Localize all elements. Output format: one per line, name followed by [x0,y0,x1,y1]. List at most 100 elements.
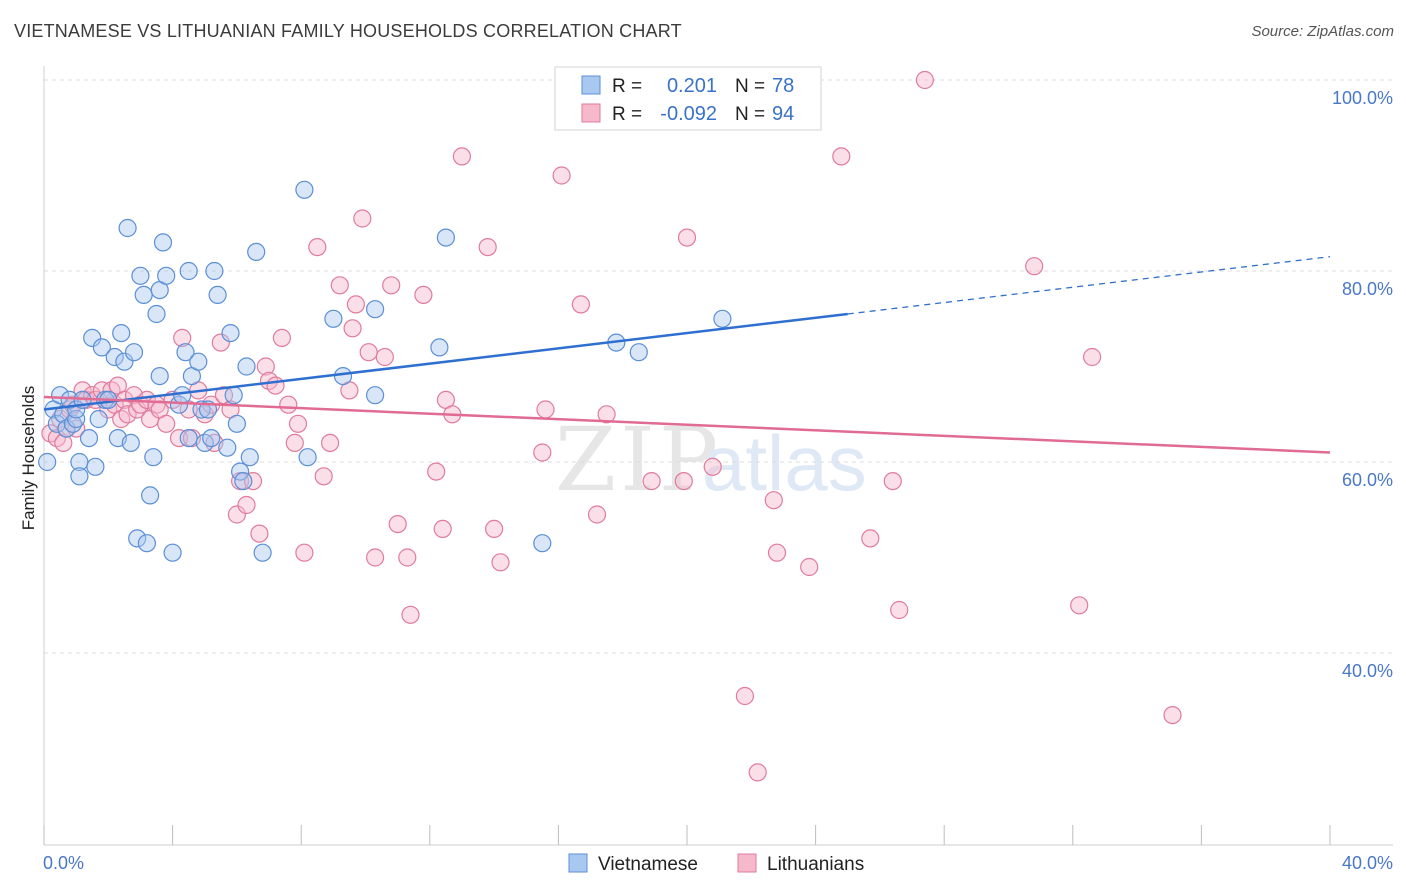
lithuanians-point [674,472,693,491]
vietnamese-point [92,338,112,357]
vietnamese-point [124,343,144,362]
lithuanians-point [703,457,722,476]
vietnamese-point [112,324,131,343]
lithuanians-point [883,472,902,491]
vietnamese-point [141,486,160,505]
vietnamese-point [134,285,153,304]
source-label: Source: ZipAtlas.com [1251,23,1394,40]
vietnamese-point [38,452,57,472]
x-tick-labels: 0.0% 40.0% [43,853,1393,873]
lithuanians-point [597,405,616,424]
legend-swatch-vietnamese [581,75,601,95]
legend-n-label-2: N = [735,104,765,125]
vietnamese-point [137,534,156,553]
vietnamese-point [67,409,86,429]
lithuanians-point [433,519,452,539]
lithuanians-point [343,319,362,338]
vietnamese-point [157,266,176,285]
vietnamese-point [713,309,732,328]
lithuanians-point [800,557,819,577]
vietnamese-point [629,343,648,362]
lithuanians-point [1070,596,1089,615]
vietnamese-point [70,467,89,486]
lithuanians-point [366,548,385,567]
lithuanians-point [915,70,935,90]
lithuanians-point [237,495,256,515]
vietnamese-point [218,438,237,457]
vietnamese-point [298,448,317,467]
legend-swatch-lithuanians [581,103,601,123]
vietnamese-point [234,472,253,491]
vietnamese-point [227,414,246,433]
lithuanians-point [414,285,433,304]
vietnamese-point [208,285,227,304]
vietnamese-point [366,300,385,319]
vietnamese-point [240,448,259,467]
bottom-legend-lithuanians: Lithuanians [767,854,864,875]
vietnamese-point [324,309,343,328]
lithuanians-point [536,400,555,419]
lithuanians-point [308,238,327,257]
vietnamese-point [169,395,189,414]
lithuanians-point [382,276,401,295]
vietnamese-point [118,218,137,238]
lithuanians-point [452,147,471,166]
lithuanians-point [398,548,417,567]
legend-r-value-2: -0.092 [660,103,717,125]
bottom-legend-vietnamese: Vietnamese [598,854,698,875]
vietnamese-points [38,180,732,562]
vietnamese-point [173,386,192,405]
vietnamese-point [224,386,243,405]
lithuanians-point [677,228,697,247]
lithuanians-point [767,543,787,562]
lithuanians-point [211,333,230,352]
lithuanians-point [285,433,304,452]
lithuanians-point [288,414,308,433]
lithuanians-point [748,763,767,782]
y-tick-label: 80.0% [1342,279,1393,299]
legend-r-value-1: 0.201 [667,75,717,97]
vietnamese-point [47,414,67,433]
vietnamese-point [366,386,385,405]
legend-n-value-2: 94 [772,103,794,125]
vietnamese-point [231,462,250,481]
vietnamese-point [430,338,449,357]
lithuanians-point [552,166,571,185]
vietnamese-point [153,233,173,252]
lithuanians-point [861,529,880,548]
vietnamese-point [189,352,208,371]
lithuanians-point [272,328,291,347]
lithuanians-point [157,414,176,433]
lithuanians-point [388,514,407,534]
y-tick-label: 100.0% [1332,88,1393,108]
lithuanians-point [256,357,275,376]
lithuanians-point [227,505,246,524]
vietnamese-point [179,261,198,281]
lithuanians-point [250,524,269,543]
vietnamese-point [147,304,166,324]
vietnamese-point [115,352,134,371]
legend-n-label-1: N = [735,76,765,97]
y-axis-title: Family Households [19,386,38,531]
vietnamese-trend-line [43,312,848,411]
legend-r-label-1: R = [612,76,642,97]
vietnamese-point [86,457,105,476]
vietnamese-point [163,543,182,562]
y-tick-label: 40.0% [1342,661,1393,681]
lithuanians-point [478,238,497,257]
vietnamese-point [150,367,169,386]
lithuanians-point [314,467,333,486]
vietnamese-point [60,390,79,409]
x-tick-label-max: 40.0% [1342,853,1393,873]
legend-n-value-1: 78 [772,75,794,97]
lithuanians-point [401,605,420,624]
bottom-legend-swatch-vietnamese [568,853,588,873]
trend-lines [43,256,1331,454]
vietnamese-point [50,386,70,405]
lithuanians-trend-line [43,395,1331,454]
vietnamese-point [247,242,266,261]
lithuanians-point [266,376,285,395]
vietnamese-point [253,543,272,562]
lithuanians-point [1082,347,1102,367]
